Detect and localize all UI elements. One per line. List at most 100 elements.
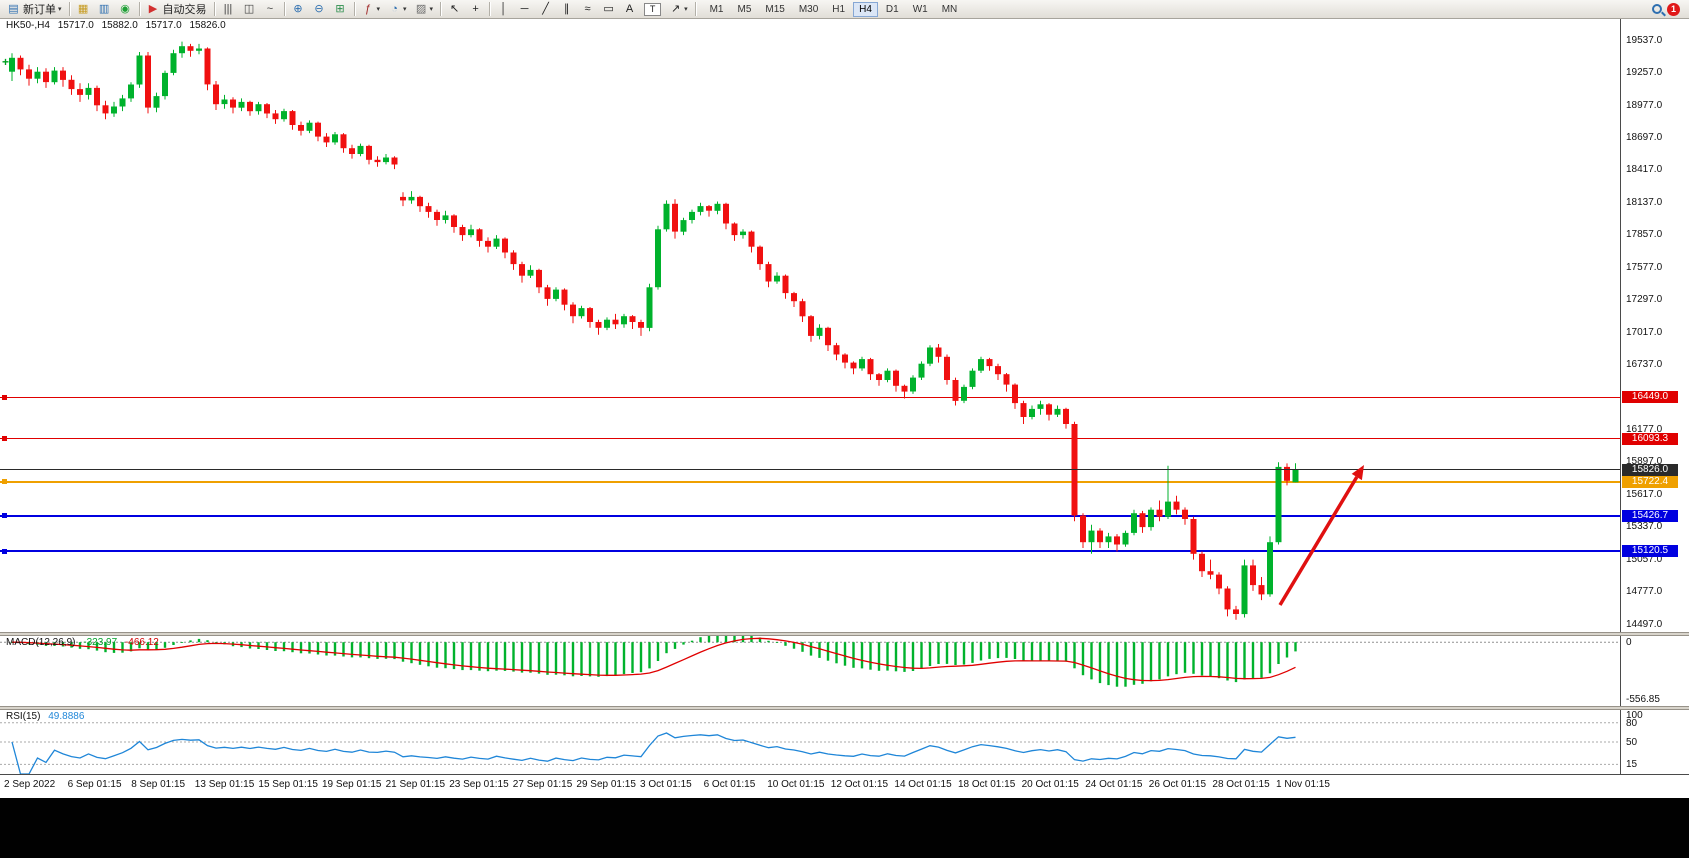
macd-histogram-bar: [146, 642, 150, 650]
horizontal-line-object[interactable]: [0, 514, 1620, 517]
notification-badge[interactable]: 1: [1667, 2, 1680, 16]
timeframe-m15-button[interactable]: M15: [765, 3, 785, 15]
rsi-scale[interactable]: 100 80 50 15: [1620, 710, 1689, 774]
timeframe-h1-button[interactable]: H1: [832, 3, 846, 15]
macd-histogram-bar: [129, 642, 133, 652]
main-chart-pane[interactable]: HK50-,H4 15717.0 15882.0 15717.0 15826.0…: [0, 19, 1620, 632]
macd-histogram-bar: [435, 642, 439, 668]
price-scale[interactable]: 19537.0 19257.0 18977.0 18697.0 18417.0 18137…: [1620, 19, 1689, 632]
candle: [9, 53, 15, 81]
line-chart-button[interactable]: ~: [261, 1, 280, 18]
candle: [876, 373, 882, 386]
macd-scale[interactable]: 0 -556.85: [1620, 636, 1689, 706]
cursor-button[interactable]: ↖: [445, 1, 464, 18]
price-scale-label: 14497.0: [1626, 618, 1663, 630]
pane-splitter[interactable]: [0, 706, 1689, 710]
cursor-icon: ↖: [449, 3, 460, 15]
templates-button[interactable]: ▨ ▾: [412, 1, 437, 18]
macd-histogram-bar: [597, 642, 600, 677]
pane-splitter[interactable]: [0, 632, 1689, 636]
bar-chart-button[interactable]: |||: [219, 1, 238, 18]
timeframe-h4-button[interactable]: H4: [853, 1, 878, 17]
price-badge: 15826.0: [1622, 463, 1678, 476]
line-handle[interactable]: [2, 479, 7, 485]
timeframe-m1-button[interactable]: M1: [709, 3, 724, 15]
timeframe-m30-button[interactable]: M30: [798, 3, 819, 15]
candle: [1207, 559, 1214, 580]
horizontal-line-object[interactable]: [0, 438, 1620, 440]
horizontal-line-object[interactable]: [0, 396, 1620, 398]
arrow-objects-button[interactable]: ↗ ▾: [666, 1, 691, 18]
tile-windows-button[interactable]: ⊞: [331, 1, 350, 18]
crosshair-button[interactable]: +: [466, 1, 485, 18]
macd-histogram-bar: [112, 642, 116, 653]
candle: [323, 133, 330, 147]
candle: [1216, 572, 1222, 595]
trend-arrow-object[interactable]: [0, 19, 1620, 632]
macd-histogram-bar: [1056, 642, 1059, 661]
horizontal-line-object[interactable]: [0, 550, 1620, 553]
time-axis-label: 21 Sep 01:15: [385, 779, 446, 790]
periods-button[interactable]: ◔ ▾: [385, 1, 410, 18]
price-badge: 16449.0: [1622, 391, 1678, 404]
candle: [748, 230, 755, 253]
price-scale-label: 18977.0: [1626, 99, 1663, 111]
timeframe-mn-button[interactable]: MN: [941, 3, 958, 15]
candle: [1029, 405, 1035, 420]
time-axis[interactable]: 2 Sep 2022 6 Sep 01:15 8 Sep 01:15 13 Sep 0…: [0, 774, 1689, 798]
zoom-out-button[interactable]: ⊖: [310, 1, 329, 18]
macd-pane[interactable]: MACD(12,26,9) -323.97 -466.12: [0, 636, 1620, 706]
candle: [1224, 586, 1231, 617]
text-label-button[interactable]: T: [641, 1, 664, 18]
text-button[interactable]: A: [620, 1, 639, 18]
candle: [264, 103, 270, 119]
candle: [884, 368, 891, 383]
line-handle[interactable]: [2, 548, 7, 554]
toolbar-separator: [213, 2, 215, 16]
candle: [799, 298, 806, 322]
candle: [510, 250, 517, 270]
macd-histogram-bar: [461, 642, 464, 671]
timeframe-d1-button[interactable]: D1: [885, 3, 899, 15]
toolbar-separator: [283, 2, 285, 16]
fibonacci-button[interactable]: ≈: [578, 1, 597, 18]
candle: [230, 97, 236, 114]
data-window-button[interactable]: ◉: [116, 1, 135, 18]
time-axis-label: 1 Nov 01:15: [1276, 779, 1330, 790]
zoom-in-button[interactable]: ⊕: [289, 1, 308, 18]
candle: [179, 41, 185, 58]
macd-histogram-bar: [1294, 642, 1297, 652]
horizontal-line-button[interactable]: ─: [515, 1, 534, 18]
line-handle[interactable]: [2, 436, 7, 442]
line-handle[interactable]: [2, 513, 7, 519]
horizontal-line-object[interactable]: [0, 480, 1620, 483]
indicators-button[interactable]: ƒ ▾: [359, 1, 384, 18]
candle: [136, 52, 143, 88]
auto-trading-button[interactable]: ▶ 自动交易: [144, 1, 210, 18]
time-axis-label: 27 Sep 01:15: [512, 779, 573, 790]
candle: [77, 83, 83, 102]
timeframe-m5-button[interactable]: M5: [737, 3, 752, 15]
timeframe-w1-button[interactable]: W1: [912, 3, 928, 15]
candle: [187, 43, 194, 57]
profiles-button[interactable]: ▥: [95, 1, 114, 18]
toolbar: ▤ 新订单 ▾ ▦ ▥ ◉ ▶ 自动交易 ||| ◫ ~ ⊕ ⊖ ⊞ ƒ ▾ ◔ ▾ ▨ ▾ ↖ + │ ─ ╱ ∥ ≈ ▭ A T ↗ ▾ …: [0, 0, 1689, 19]
candle: [94, 85, 100, 112]
line-handle[interactable]: [2, 394, 7, 400]
macd-histogram-bar: [1115, 642, 1119, 687]
search-icon[interactable]: [1652, 4, 1662, 14]
channel-button[interactable]: ∥: [557, 1, 576, 18]
shapes-button[interactable]: ▭: [599, 1, 618, 18]
new-order-button[interactable]: ▤ 新订单 ▾: [4, 1, 65, 18]
candle: [680, 217, 687, 236]
macd-histogram-bar: [801, 642, 804, 652]
macd-histogram-bar: [1124, 642, 1127, 687]
new-chart-button[interactable]: ▦: [74, 1, 93, 18]
price-badge: 15120.5: [1622, 545, 1678, 558]
vertical-line-button[interactable]: │: [494, 1, 513, 18]
toolbar-separator: [138, 2, 140, 16]
candle: [578, 305, 585, 319]
trendline-button[interactable]: ╱: [536, 1, 555, 18]
candlestick-chart-button[interactable]: ◫: [240, 1, 259, 18]
rsi-pane[interactable]: RSI(15) 49.8886: [0, 710, 1620, 774]
